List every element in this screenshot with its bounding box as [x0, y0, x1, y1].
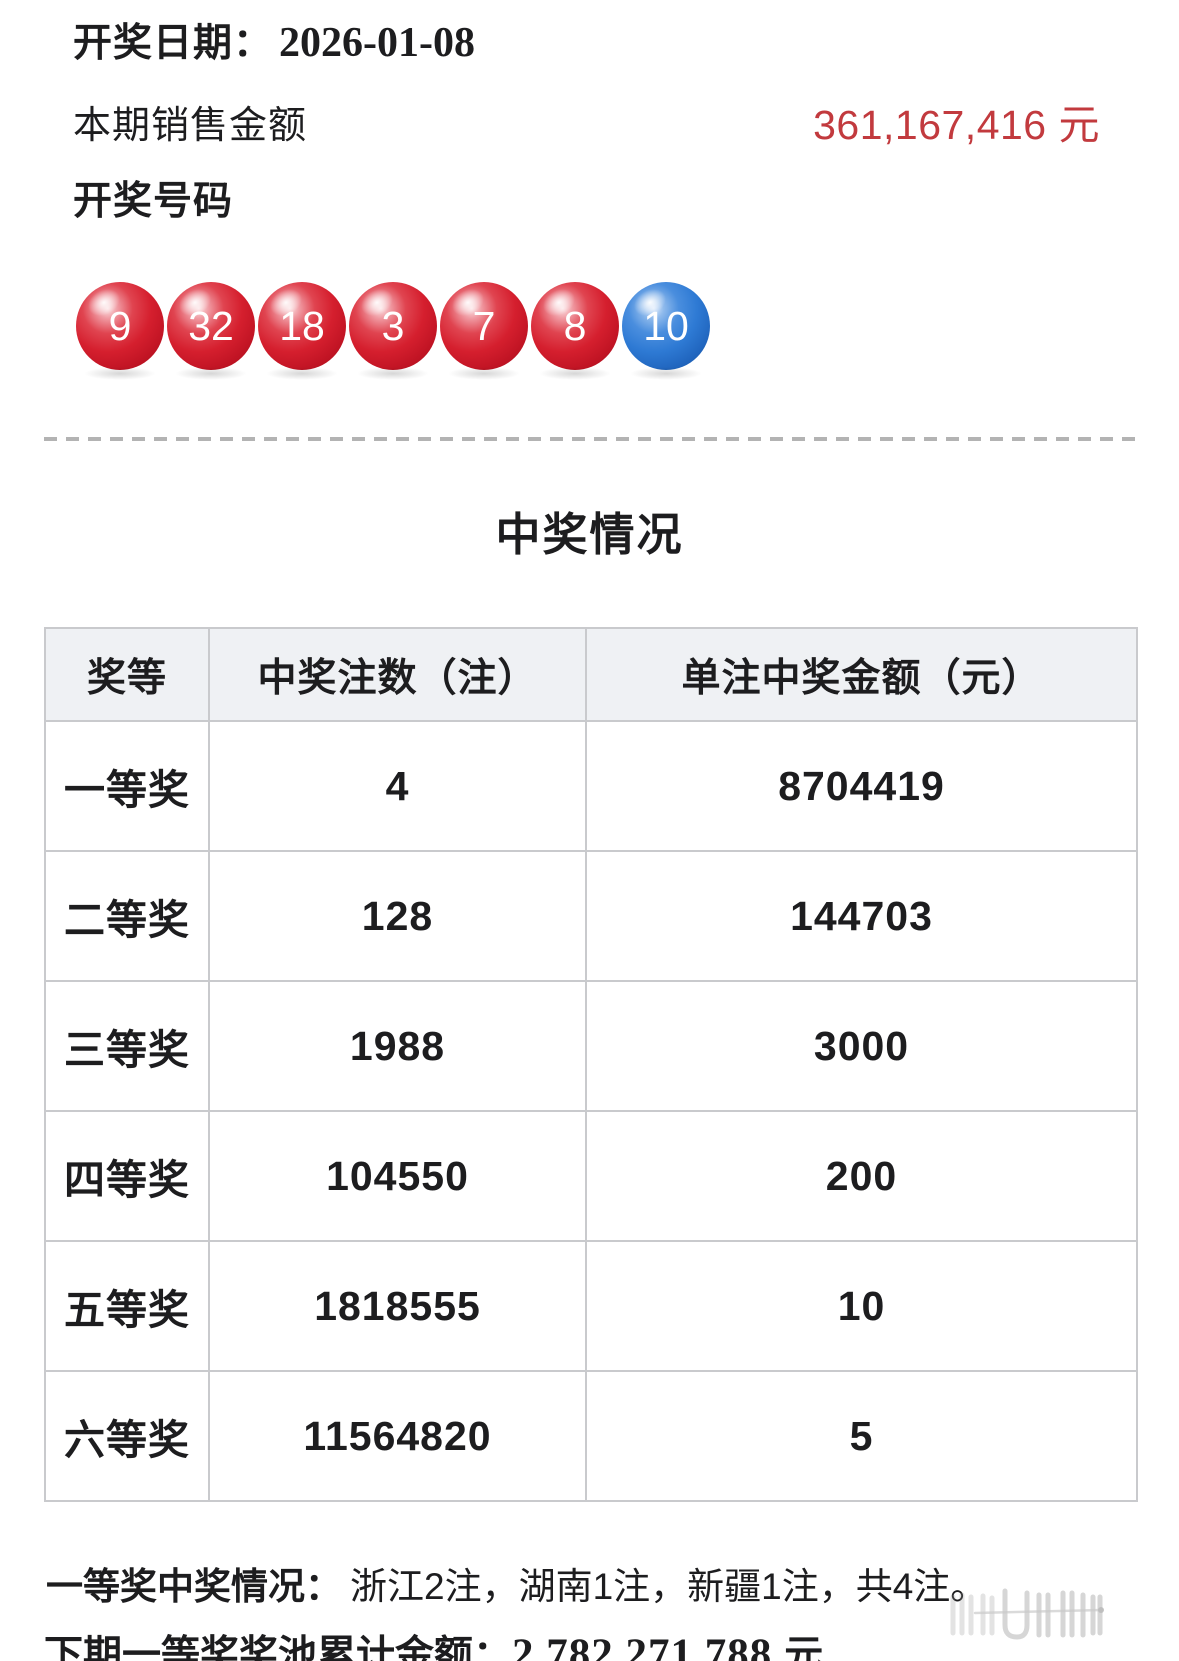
jackpot-label: 下期一等奖奖池累计金额：: [44, 1634, 513, 1661]
winner-count-cell: 4: [208, 720, 587, 852]
prize-level-cell: 二等奖: [44, 850, 210, 982]
dashed-divider: [44, 437, 1136, 441]
winner-count-cell: 104550: [208, 1110, 587, 1242]
ball-number: 3: [381, 302, 405, 349]
winning-numbers-row: 9 32 18 3 7 8 10: [76, 282, 710, 380]
table-row: 一等奖 4 8704419: [44, 720, 1138, 852]
ball-number: 10: [643, 302, 689, 349]
lottery-ball-red-4: 3: [349, 282, 437, 380]
winner-count-cell: 1988: [208, 980, 587, 1112]
table-row: 二等奖 128 144703: [44, 850, 1138, 982]
column-header-winner-count: 中奖注数（注）: [208, 627, 587, 722]
sales-label: 本期销售金额: [73, 104, 308, 147]
prize-amount-cell: 5: [585, 1370, 1138, 1502]
watermark-icon: [950, 1588, 1104, 1640]
prize-level-cell: 一等奖: [44, 720, 210, 852]
ball-number: 8: [563, 302, 587, 349]
table-header-row: 奖等 中奖注数（注） 单注中奖金额（元）: [44, 627, 1138, 722]
table-row: 五等奖 1818555 10: [44, 1240, 1138, 1372]
sales-line: 本期销售金额 361,167,416 元: [73, 96, 1100, 148]
lottery-ball-red-1: 9: [76, 282, 164, 380]
draw-date-line: 开奖日期： 2026-01-08: [73, 12, 475, 68]
jackpot-line: 下期一等奖奖池累计金额： 2,782,271,788 元: [44, 1624, 823, 1661]
lottery-ball-blue: 10: [622, 282, 710, 380]
lottery-ball-red-3: 18: [258, 282, 346, 380]
prize-level-cell: 六等奖: [44, 1370, 210, 1502]
table-row: 六等奖 11564820 5: [44, 1370, 1138, 1502]
winning-numbers-label: 开奖号码: [73, 180, 234, 223]
ball-number: 9: [108, 302, 132, 349]
table-row: 四等奖 104550 200: [44, 1110, 1138, 1242]
column-header-prize-amount: 单注中奖金额（元）: [585, 627, 1138, 722]
draw-date-value: 2026-01-08: [279, 20, 475, 66]
column-header-prize-level: 奖等: [44, 627, 210, 722]
first-prize-summary: 一等奖中奖情况： 浙江2注，湖南1注，新疆1注，共4注。: [46, 1556, 987, 1610]
prize-level-cell: 四等奖: [44, 1110, 210, 1242]
prize-amount-cell: 10: [585, 1240, 1138, 1372]
lottery-ball-red-5: 7: [440, 282, 528, 380]
prize-amount-cell: 144703: [585, 850, 1138, 982]
sales-amount: 361,167,416 元: [813, 102, 1100, 148]
winner-count-cell: 1818555: [208, 1240, 587, 1372]
ball-number: 18: [279, 302, 325, 349]
prize-level-cell: 三等奖: [44, 980, 210, 1112]
winner-count-cell: 11564820: [208, 1370, 587, 1502]
jackpot-unit: 元: [784, 1634, 824, 1661]
table-row: 三等奖 1988 3000: [44, 980, 1138, 1112]
section-title: 中奖情况: [495, 509, 684, 560]
prize-level-cell: 五等奖: [44, 1240, 210, 1372]
lottery-ball-red-6: 8: [531, 282, 619, 380]
prize-amount-cell: 200: [585, 1110, 1138, 1242]
draw-date-label: 开奖日期：: [73, 22, 274, 65]
jackpot-amount: 2,782,271,788: [512, 1631, 773, 1661]
first-prize-summary-detail: 浙江2注，湖南1注，新疆1注，共4注。: [350, 1566, 988, 1607]
winner-count-cell: 128: [208, 850, 587, 982]
ball-number: 7: [472, 302, 496, 349]
prize-table: 奖等 中奖注数（注） 单注中奖金额（元） 一等奖 4 8704419 二等奖 1…: [44, 627, 1138, 1502]
prize-amount-cell: 8704419: [585, 720, 1138, 852]
ball-number: 32: [188, 302, 234, 349]
first-prize-summary-label: 一等奖中奖情况：: [46, 1566, 342, 1607]
prize-amount-cell: 3000: [585, 980, 1138, 1112]
lottery-ball-red-2: 32: [167, 282, 255, 380]
